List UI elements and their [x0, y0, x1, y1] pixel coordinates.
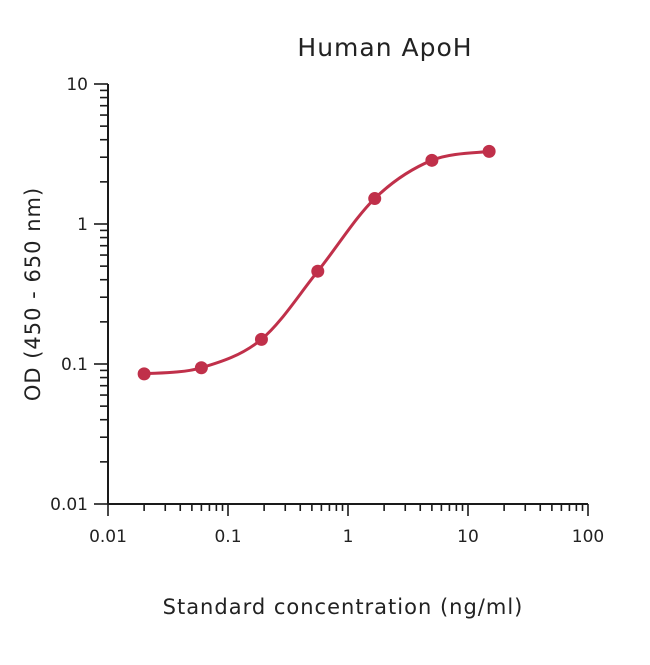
series-line [143, 149, 490, 376]
x-axis-label: Standard concentration (ng/ml) [163, 595, 524, 619]
y-tick-label: 0.1 [61, 355, 88, 375]
series-layer [137, 144, 496, 381]
x-tick-label: 0.1 [214, 527, 241, 547]
data-point [425, 153, 439, 167]
chart-title: Human ApoH [297, 33, 472, 62]
y-tick-label: 10 [66, 75, 88, 95]
x-tick-label: 0.01 [89, 527, 127, 547]
data-point [194, 361, 208, 375]
y-tick-label: 0.01 [50, 495, 88, 515]
data-point [137, 367, 151, 381]
x-tick-label: 100 [572, 527, 604, 547]
x-tick-label: 1 [343, 527, 354, 547]
y-axis-label: OD (450 - 650 nm) [21, 187, 45, 401]
axes [107, 84, 588, 505]
data-point [254, 332, 268, 346]
data-point [368, 192, 382, 206]
data-point [482, 144, 496, 158]
y-tick-label: 1 [77, 215, 88, 235]
ticks [94, 83, 589, 516]
x-tick-label: 10 [457, 527, 479, 547]
tick-labels: 0.01 0.1 1 10 100 0.01 0.1 1 10 [50, 75, 604, 547]
data-point [311, 264, 325, 278]
